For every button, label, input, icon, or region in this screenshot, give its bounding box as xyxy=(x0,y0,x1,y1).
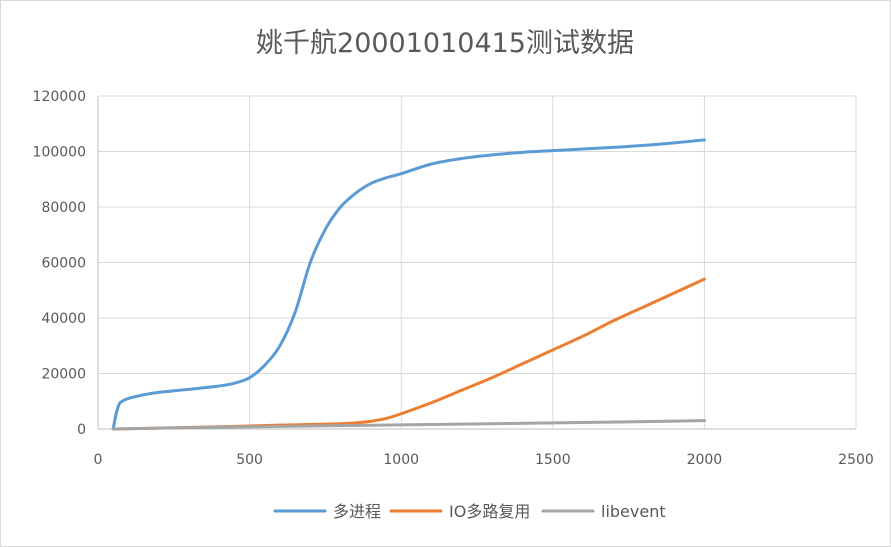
chart-title: 姚千航20001010415测试数据 xyxy=(256,28,634,59)
legend: 多进程 IO多路复用 libevent xyxy=(273,502,666,521)
series-line-1 xyxy=(111,138,706,431)
y-tick-label: 40000 xyxy=(41,311,86,327)
legend-label-3: libevent xyxy=(601,502,666,521)
x-tick-label: 1500 xyxy=(535,452,571,468)
legend-label-1: 多进程 xyxy=(333,502,381,521)
axes xyxy=(97,96,856,430)
y-tick-label: 120000 xyxy=(33,89,86,105)
y-tick-label: 60000 xyxy=(41,256,86,272)
grid-lines xyxy=(98,95,857,429)
y-tick-label: 80000 xyxy=(41,200,86,216)
series-line-3 xyxy=(111,419,706,431)
x-tick-label: 500 xyxy=(236,452,263,468)
x-tick-label: 2000 xyxy=(687,452,723,468)
y-tick-label: 20000 xyxy=(41,367,86,383)
x-tick-label: 0 xyxy=(94,452,103,468)
series-lines xyxy=(111,138,706,431)
legend-label-2: IO多路复用 xyxy=(449,502,530,521)
y-tick-label: 0 xyxy=(77,422,86,438)
y-tick-label: 100000 xyxy=(33,145,86,161)
x-tick-label: 2500 xyxy=(838,452,874,468)
x-tick-label: 1000 xyxy=(383,452,419,468)
tick-labels: 0 20000 40000 60000 80000 100000 120000 0 500 100… xyxy=(33,89,874,468)
